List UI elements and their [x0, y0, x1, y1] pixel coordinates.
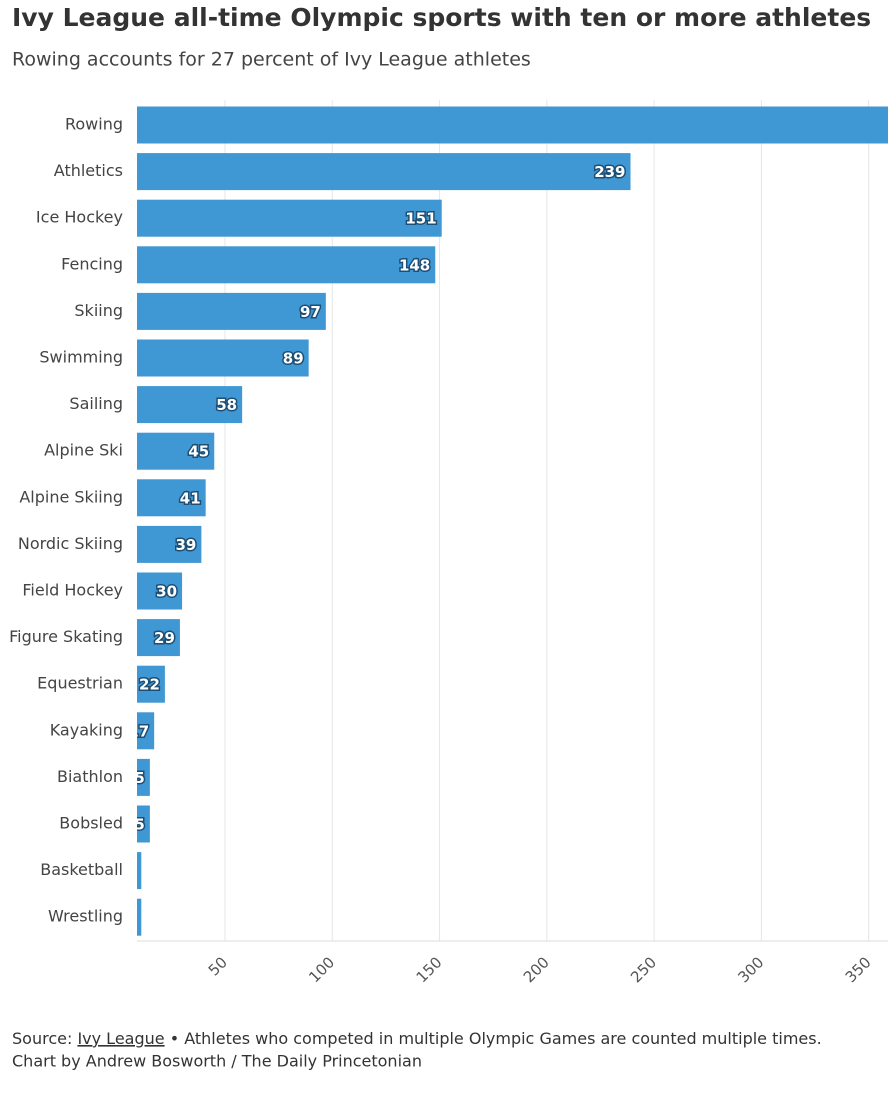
bar: [137, 153, 631, 191]
x-tick-label: 250: [627, 953, 660, 986]
value-label: 97: [300, 303, 321, 321]
x-tick-label: 300: [734, 953, 767, 986]
footer-note: • Athletes who competed in multiple Olym…: [170, 1029, 822, 1048]
y-tick-label: Nordic Skiing: [18, 534, 123, 553]
chart-subtitle: Rowing accounts for 27 percent of Ivy Le…: [12, 49, 531, 71]
y-tick-label: Fencing: [61, 254, 123, 273]
y-tick-label: Skiing: [74, 301, 123, 320]
value-label: 15: [124, 816, 145, 834]
y-tick-label: Sailing: [69, 394, 123, 413]
y-tick-label: Equestrian: [37, 674, 123, 693]
bar: [137, 339, 309, 377]
x-tick-label: 100: [305, 953, 338, 986]
value-label: 15: [124, 769, 145, 787]
value-label: 45: [188, 443, 209, 461]
y-tick-label: Kayaking: [50, 720, 123, 739]
value-label: 89: [283, 350, 304, 368]
bar: [137, 619, 180, 657]
bar: [137, 292, 326, 330]
value-label: 239: [594, 163, 625, 181]
y-tick-label: Swimming: [39, 348, 123, 367]
y-tick-label: Basketball: [40, 860, 123, 879]
value-label: 151: [405, 210, 436, 228]
y-tick-label: Rowing: [65, 115, 123, 134]
bar: [137, 898, 142, 936]
bars: 3912391511489789584541393029221715151111: [124, 106, 888, 936]
bar: [137, 712, 155, 750]
bar: [137, 199, 442, 237]
bar: [137, 386, 243, 424]
y-tick-label: Biathlon: [57, 767, 123, 786]
chart-title: Ivy League all-time Olympic sports with …: [12, 3, 871, 32]
y-tick-label: Figure Skating: [9, 627, 123, 646]
bar: [137, 246, 436, 284]
bar: [137, 572, 183, 610]
grid: [224, 100, 870, 941]
source-link[interactable]: Ivy League: [77, 1029, 164, 1048]
value-label: 30: [156, 583, 177, 601]
value-label: 58: [216, 396, 237, 414]
y-tick-label: Alpine Ski: [44, 441, 123, 460]
bar: [137, 805, 150, 843]
bar: [137, 852, 142, 890]
value-label: 29: [154, 629, 175, 647]
x-tick-label: 150: [413, 953, 446, 986]
y-tick-label: Bobsled: [59, 814, 123, 833]
y-tick-label: Wrestling: [48, 907, 123, 926]
bar: [137, 525, 202, 563]
value-label: 41: [180, 489, 201, 507]
value-label: 22: [139, 676, 160, 694]
value-label: 39: [175, 536, 196, 554]
bar: [137, 758, 150, 796]
value-label: 148: [399, 256, 430, 274]
value-label: 17: [128, 722, 149, 740]
bar: [137, 106, 888, 144]
x-tick-label: 200: [520, 953, 553, 986]
y-tick-label: Alpine Skiing: [19, 487, 123, 506]
x-tick-label: 50: [205, 953, 231, 979]
footer-credit: Chart by Andrew Bosworth / The Daily Pri…: [12, 1052, 422, 1071]
bar: [137, 479, 206, 517]
y-tick-label: Ice Hockey: [36, 208, 123, 227]
source-label: Source:: [12, 1029, 72, 1048]
footer-source: Source: Ivy League • Athletes who compet…: [12, 1029, 822, 1048]
bar: [137, 665, 165, 703]
y-tick-label: Field Hockey: [22, 581, 123, 600]
x-tick-label: 350: [842, 953, 875, 986]
bar: [137, 432, 215, 470]
y-tick-label: Athletics: [54, 161, 123, 180]
